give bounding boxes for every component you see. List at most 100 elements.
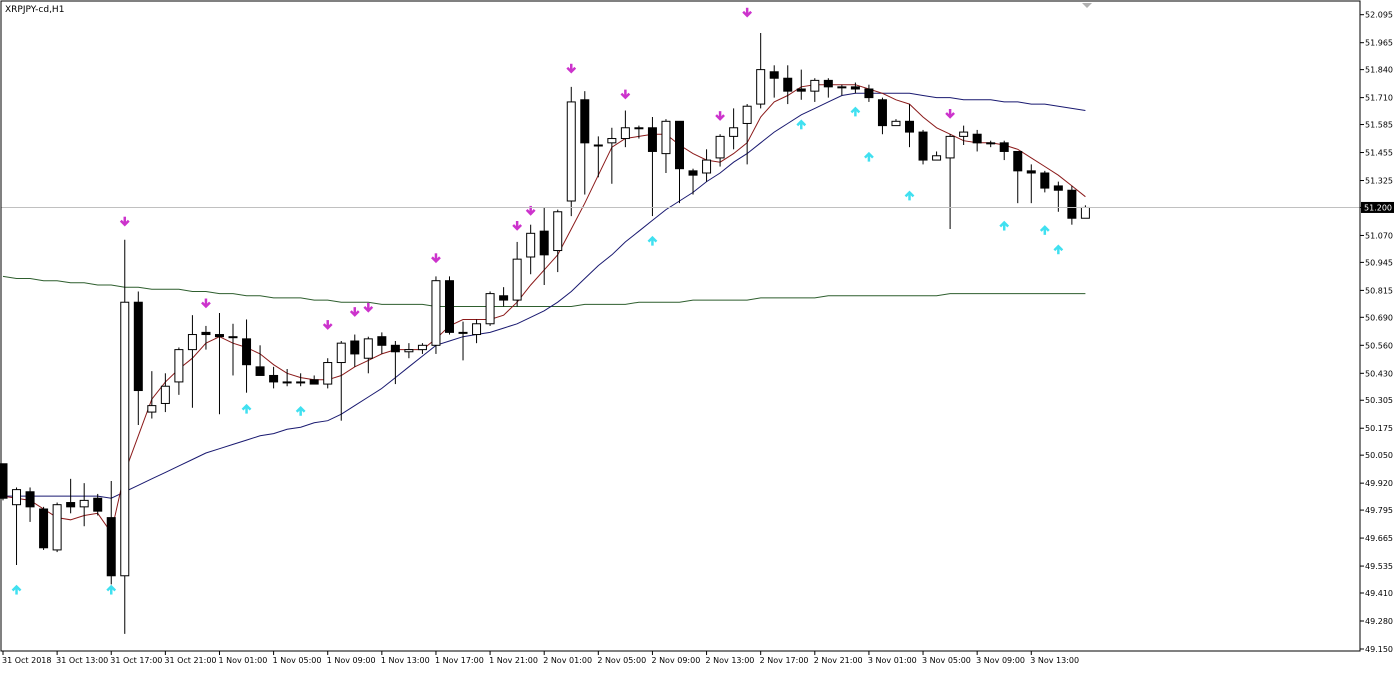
x-tick-label: 2 Nov 05:00 xyxy=(597,656,646,665)
arrow-up-head xyxy=(295,406,306,413)
ma-slow-line xyxy=(2,275,1086,307)
candle-body xyxy=(877,99,887,127)
candle-body xyxy=(986,142,996,145)
arrow-down-icon xyxy=(566,63,577,74)
arrow-up-icon xyxy=(904,190,915,201)
candle xyxy=(796,69,806,100)
candle-body xyxy=(79,499,89,508)
candle-body xyxy=(647,127,657,152)
candle xyxy=(620,110,630,148)
candle-body xyxy=(93,497,103,512)
candle-body xyxy=(1067,189,1077,219)
x-tick-label: 31 Oct 21:00 xyxy=(164,656,216,665)
x-tick-label: 1 Nov 17:00 xyxy=(435,656,484,665)
candle-body xyxy=(444,280,454,333)
x-tick-label: 1 Nov 13:00 xyxy=(381,656,430,665)
candle xyxy=(431,276,441,354)
candle xyxy=(1013,150,1023,204)
candle-body xyxy=(1013,150,1023,172)
arrow-down-icon xyxy=(512,221,523,231)
candle xyxy=(458,321,468,361)
candle-body xyxy=(675,120,684,170)
candle-body xyxy=(350,340,360,355)
candle-body xyxy=(593,144,603,147)
candle-body xyxy=(120,301,130,577)
arrow-down-head xyxy=(201,301,211,309)
candle xyxy=(472,319,482,344)
y-tick-label: 50.815 xyxy=(1365,286,1393,295)
candle xyxy=(93,493,103,516)
x-tick-label: 1 Nov 09:00 xyxy=(327,656,376,665)
candle-body xyxy=(255,366,265,376)
candle-body xyxy=(566,101,576,202)
arrow-down-head xyxy=(620,92,631,100)
arrow-down-head xyxy=(512,224,523,231)
candle-body xyxy=(1080,206,1090,219)
arrow-down-head xyxy=(525,209,536,216)
candle-body xyxy=(174,349,184,383)
candle-body xyxy=(932,155,942,161)
candle-body xyxy=(620,127,630,140)
time-axis[interactable]: 31 Oct 2018 31 Oct 13:00 31 Oct 17:00 31 Oc… xyxy=(2,651,1079,665)
candle-body xyxy=(201,331,211,336)
arrow-up-icon xyxy=(864,151,874,162)
arrow-up-head xyxy=(864,151,874,159)
arrow-up-head xyxy=(106,584,117,592)
candle-body xyxy=(431,280,441,346)
candle xyxy=(1053,181,1063,212)
candle-body xyxy=(458,331,468,334)
candle-body xyxy=(729,127,739,137)
y-tick-label: 52.095 xyxy=(1365,11,1393,20)
arrow-down-icon xyxy=(363,302,374,313)
candle xyxy=(945,134,955,229)
candle xyxy=(1067,185,1077,225)
candle xyxy=(566,86,576,217)
candle xyxy=(25,487,35,522)
y-tick-label: 50.690 xyxy=(1365,313,1393,322)
candle-body xyxy=(1026,170,1036,174)
candle xyxy=(160,373,170,413)
candle-body xyxy=(133,301,143,392)
arrow-down-icon xyxy=(431,253,441,264)
candle xyxy=(647,117,657,217)
candle xyxy=(187,315,197,408)
candle-body xyxy=(472,323,482,336)
candle-body xyxy=(404,349,414,353)
candle xyxy=(485,291,495,326)
arrow-up-head xyxy=(999,220,1010,228)
arrow-up-icon xyxy=(796,119,807,130)
candle xyxy=(1026,164,1036,204)
y-tick-label: 51.965 xyxy=(1365,39,1393,48)
price-axis[interactable]: 52.095 51.965 51.840 51.710 51.585 51.455 51.3… xyxy=(1360,11,1394,654)
y-tick-label: 50.560 xyxy=(1365,341,1393,350)
candle-body xyxy=(1040,172,1050,189)
candle xyxy=(444,276,454,335)
candle-body xyxy=(390,344,400,353)
candle-body xyxy=(187,334,197,351)
candle xyxy=(512,241,522,307)
y-tick-label: 49.410 xyxy=(1365,589,1393,598)
x-tick-label: 2 Nov 13:00 xyxy=(706,656,755,665)
candle xyxy=(756,33,766,109)
candle xyxy=(106,481,116,585)
candle xyxy=(201,325,211,350)
plot-border xyxy=(0,0,1361,652)
candle xyxy=(39,506,49,550)
candle-body xyxy=(323,362,333,385)
candle-body xyxy=(66,502,76,508)
candle xyxy=(891,119,901,127)
chart-shift-marker-icon[interactable] xyxy=(1082,3,1092,8)
candle-body xyxy=(972,133,982,144)
candle xyxy=(769,65,779,98)
arrow-up-head xyxy=(647,235,658,243)
candle xyxy=(661,119,671,173)
candle-body xyxy=(214,334,224,338)
candle xyxy=(390,341,400,385)
candle xyxy=(0,463,8,501)
candle-body xyxy=(810,79,820,92)
candle xyxy=(986,140,996,148)
x-tick-label: 3 Nov 13:00 xyxy=(1030,656,1079,665)
